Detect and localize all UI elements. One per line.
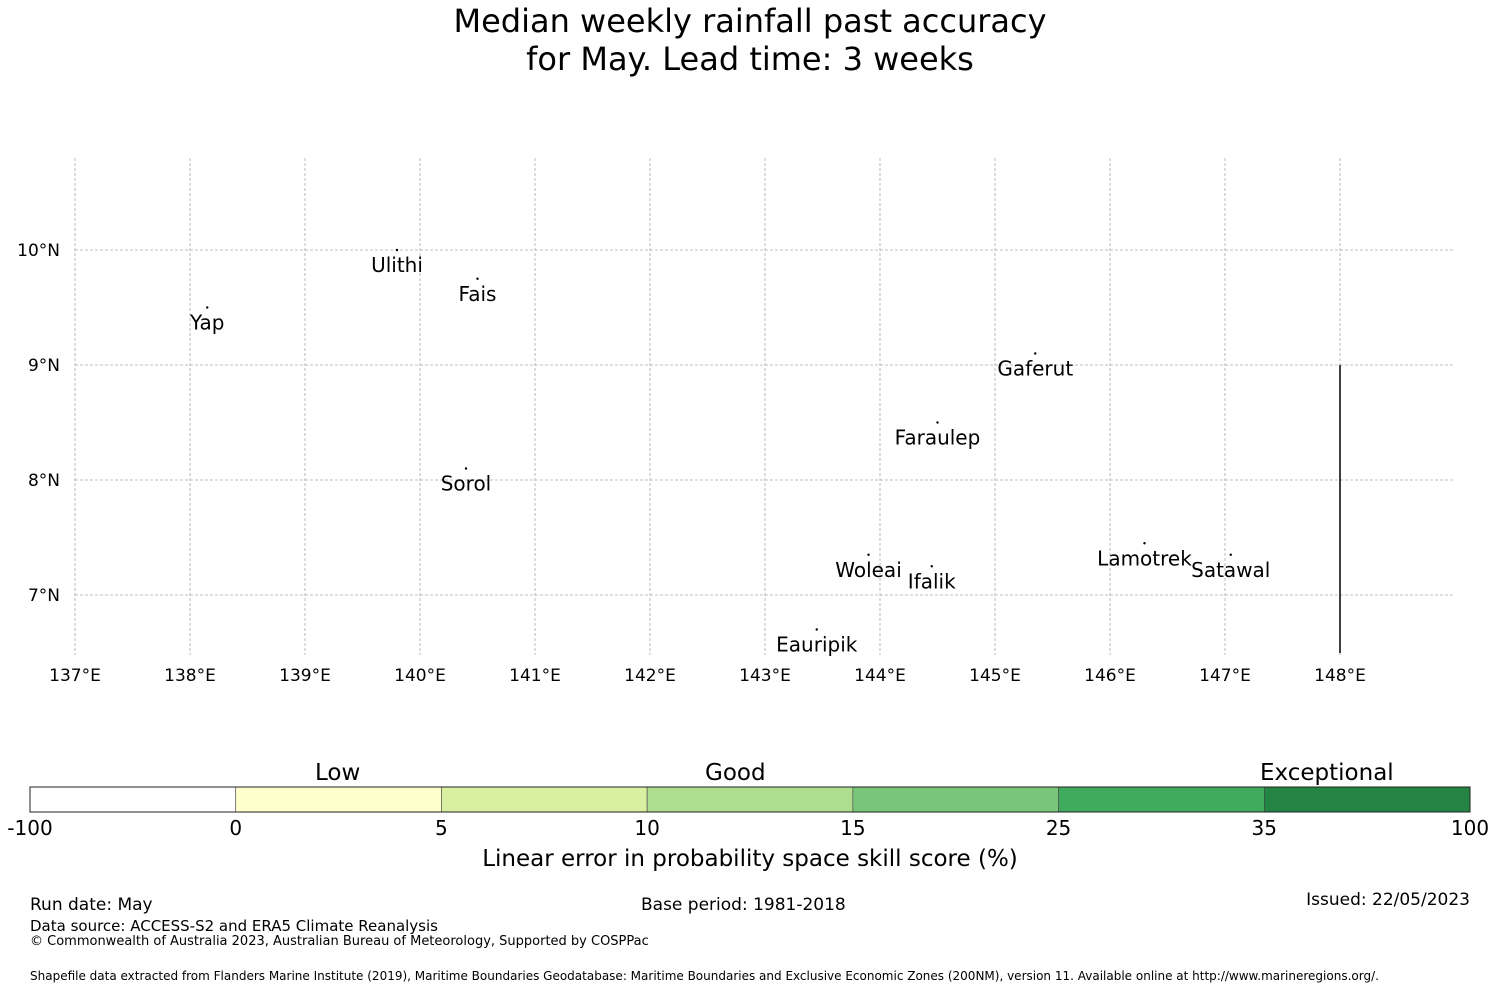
lon-tick-label: 142°E	[624, 666, 676, 686]
lat-tick-label: 10°N	[17, 241, 60, 261]
lat-tick-label: 9°N	[28, 356, 60, 376]
data-source: Data source: ACCESS-S2 and ERA5 Climate …	[30, 917, 438, 935]
colorbar-tick-label: 5	[435, 816, 448, 840]
island-marker	[1143, 542, 1146, 545]
colorbar-bin	[1263, 786, 1471, 813]
island-label: Yap	[189, 311, 224, 335]
category-low-label: Low	[315, 760, 361, 786]
lon-tick-label: 137°E	[49, 666, 101, 686]
title-line-1: Median weekly rainfall past accuracy	[453, 2, 1047, 40]
title-line-2: for May. Lead time: 3 weeks	[526, 40, 974, 78]
island-label: Lamotrek	[1097, 546, 1192, 570]
lon-tick-label: 141°E	[509, 666, 561, 686]
colorbar-tick-label: 25	[1045, 816, 1072, 840]
colorbar	[29, 786, 1471, 813]
colorbar-bin	[29, 786, 237, 813]
island-marker	[1034, 352, 1037, 355]
island-marker	[867, 553, 870, 556]
island-label: Satawal	[1191, 558, 1270, 582]
colorbar-bin	[441, 786, 648, 813]
colorbar-bin	[235, 786, 442, 813]
colorbar-bin	[646, 786, 854, 813]
colorbar-bin	[1058, 786, 1265, 813]
colorbar-title: Linear error in probability space skill …	[482, 846, 1018, 872]
issued-date: Issued: 22/05/2023	[1306, 890, 1470, 910]
lon-tick-label: 140°E	[394, 666, 446, 686]
island-label: Woleai	[835, 558, 902, 582]
colorbar-tick-label: -100	[7, 816, 53, 840]
lat-tick-label: 7°N	[28, 586, 60, 606]
colorbar-tick-label: 100	[1450, 816, 1490, 840]
island-label: Sorol	[441, 472, 492, 496]
lon-tick-label: 139°E	[279, 666, 331, 686]
map-islands: Ulithi Fais Yap Gaferut Faraulep Sorol Woleai I…	[189, 248, 1270, 657]
category-exceptional-label: Exceptional	[1260, 760, 1394, 786]
island-marker	[815, 628, 818, 631]
lon-tick-label: 143°E	[739, 666, 791, 686]
island-label: Gaferut	[997, 357, 1073, 381]
island-marker	[206, 306, 209, 309]
island-label: Fais	[459, 282, 497, 306]
lon-tick-label: 146°E	[1084, 666, 1136, 686]
colorbar-tick-label: 10	[634, 816, 660, 840]
island-marker	[930, 565, 933, 568]
island-label: Ulithi	[371, 253, 423, 277]
colorbar-tick-label: 35	[1251, 816, 1278, 840]
colorbar-frame	[29, 786, 1471, 813]
run-date: Run date: May	[30, 895, 153, 915]
island-marker	[476, 277, 479, 280]
island-marker	[395, 248, 399, 252]
base-period: Base period: 1981-2018	[641, 895, 846, 915]
island-marker	[464, 467, 468, 470]
lon-tick-label: 147°E	[1199, 666, 1251, 686]
lon-tick-label: 148°E	[1314, 666, 1366, 686]
island-label: Faraulep	[895, 426, 981, 450]
island-marker	[1229, 553, 1232, 556]
lon-tick-label: 138°E	[164, 666, 216, 686]
map-title: Median weekly rainfall past accuracy for…	[0, 2, 1500, 78]
lon-tick-label: 145°E	[969, 666, 1021, 686]
colorbar-tick-label: 15	[840, 816, 866, 840]
colorbar-bin	[852, 786, 1059, 813]
map-gridlines	[74, 158, 1455, 655]
island-marker	[936, 421, 939, 424]
colorbar-tick-label: 0	[229, 816, 243, 840]
category-good-label: Good	[705, 760, 766, 786]
lon-tick-label: 144°E	[854, 666, 906, 686]
shapefile-credit: Shapefile data extracted from Flanders M…	[30, 969, 1379, 983]
map-tick-labels: 137°E 138°E 139°E 140°E 141°E 142°E 143°E 144°E…	[17, 241, 1366, 686]
island-label: Ifalik	[908, 569, 956, 593]
copyright: © Commonwealth of Australia 2023, Austra…	[30, 934, 649, 949]
lat-tick-label: 8°N	[28, 471, 60, 491]
island-label: Eauripik	[776, 633, 858, 657]
